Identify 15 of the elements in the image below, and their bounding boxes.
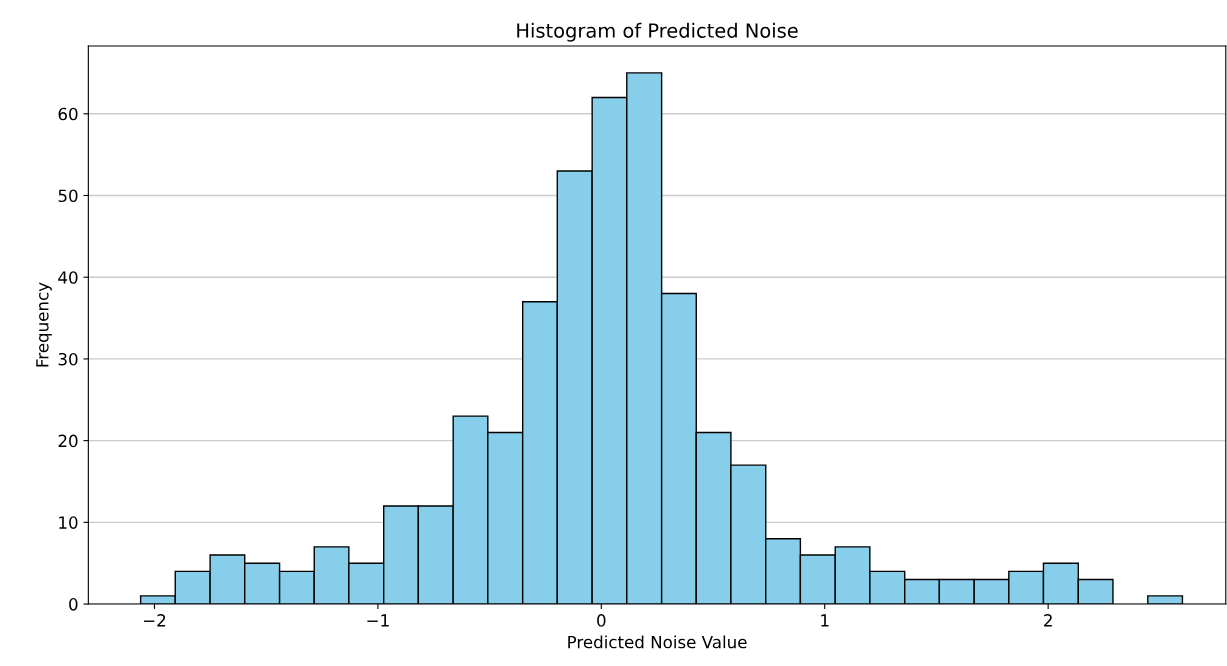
x-tick-label: −2: [143, 614, 166, 627]
x-tick-label: 1: [821, 614, 829, 627]
x-axis-title: Predicted Noise Value: [568, 635, 747, 649]
y-tick-label: 10: [59, 516, 78, 529]
x-tick-label: −1: [367, 614, 389, 627]
y-tick-label: 60: [58, 107, 78, 121]
chart-title: Histogram of Predicted Noise: [517, 22, 798, 42]
y-tick-label: 30: [58, 352, 78, 366]
x-tick-label: 2: [1044, 614, 1052, 627]
y-tick-label: 20: [58, 434, 78, 448]
y-tick-label: 40: [58, 271, 78, 284]
y-tick-label: 0: [69, 598, 78, 611]
y-axis-title: Frequency: [36, 282, 52, 367]
x-tick-label: 0: [597, 614, 606, 627]
y-tick-label: 50: [58, 189, 78, 203]
